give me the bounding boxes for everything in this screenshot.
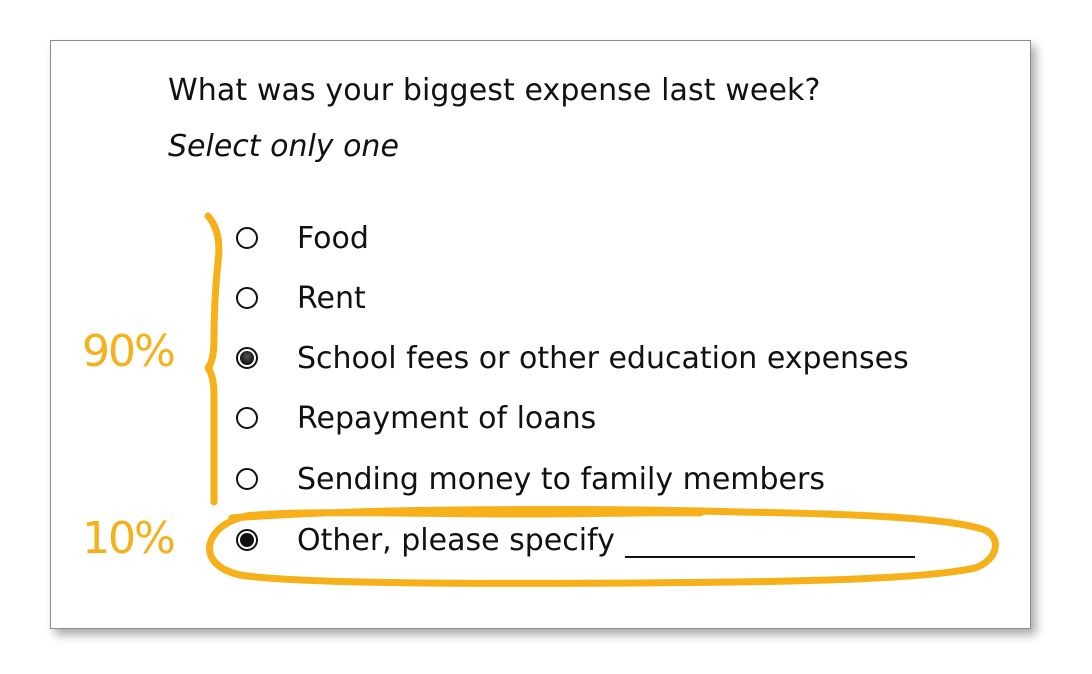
radio-school-fees[interactable]: [236, 347, 258, 369]
group-percent-label: 90%: [82, 326, 176, 377]
option-label-repayment-loans: Repayment of loans: [297, 400, 597, 436]
radio-rent[interactable]: [236, 287, 258, 309]
option-label-food: Food: [297, 220, 369, 256]
radio-other[interactable]: [236, 529, 258, 551]
other-percent-label: 10%: [82, 513, 176, 564]
option-label-sending-money: Sending money to family members: [297, 461, 825, 497]
radio-sending-money[interactable]: [236, 468, 258, 490]
option-other[interactable]: Other, please specify: [236, 520, 915, 560]
option-label-other: Other, please specify: [297, 523, 915, 558]
question-text: What was your biggest expense last week?: [168, 73, 821, 108]
other-specify-field[interactable]: [624, 530, 915, 558]
radio-repayment-loans[interactable]: [236, 407, 258, 429]
option-label-other-text: Other, please specify: [297, 522, 615, 558]
radio-food[interactable]: [236, 227, 258, 249]
option-rent[interactable]: Rent: [236, 278, 366, 318]
option-label-school-fees: School fees or other education expenses: [297, 340, 909, 376]
question-instruction: Select only one: [168, 129, 399, 164]
option-food[interactable]: Food: [236, 218, 369, 258]
option-school-fees[interactable]: School fees or other education expenses: [236, 338, 909, 378]
option-sending-money[interactable]: Sending money to family members: [236, 459, 825, 499]
option-label-rent: Rent: [297, 280, 366, 316]
option-repayment-loans[interactable]: Repayment of loans: [236, 398, 596, 438]
